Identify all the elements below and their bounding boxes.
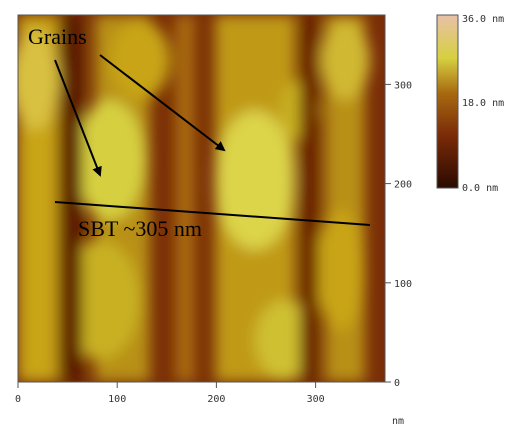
y-tick-label: 100 <box>394 279 412 290</box>
y-tick-label: 300 <box>394 80 412 91</box>
y-tick-label: 200 <box>394 180 412 191</box>
measure-label: SBT ~305 nm <box>78 216 202 241</box>
arrow <box>54 59 102 177</box>
x-axis-unit: nm <box>392 416 404 427</box>
arrow <box>99 54 226 152</box>
image-frame <box>17 14 386 383</box>
colorbar-label: 0.0 nm <box>462 183 498 194</box>
afm-image <box>18 15 385 382</box>
x-tick-label: 300 <box>307 394 325 405</box>
colorbar <box>436 14 459 189</box>
x-tick-label: 100 <box>108 394 126 405</box>
x-tick-label: 200 <box>207 394 225 405</box>
measure-line <box>54 201 371 226</box>
x-tick-label: 0 <box>15 394 21 405</box>
colorbar-label: 36.0 nm <box>462 14 504 25</box>
y-tick-label: 0 <box>394 378 400 389</box>
grains-label: Grains <box>28 24 87 49</box>
colorbar-label: 18.0 nm <box>462 98 504 109</box>
